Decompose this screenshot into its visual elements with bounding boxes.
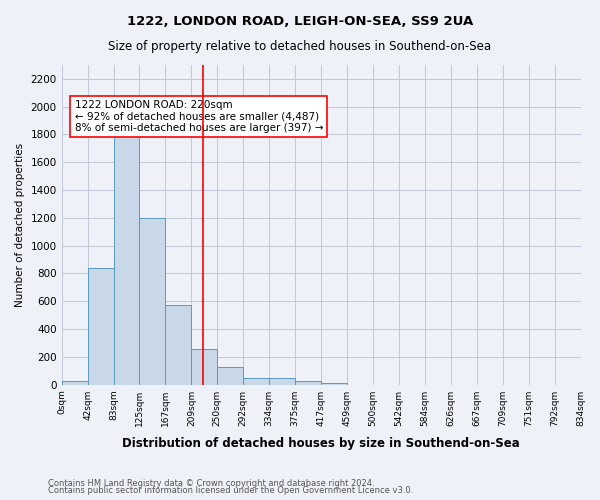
Text: Contains public sector information licensed under the Open Government Licence v3: Contains public sector information licen…: [48, 486, 413, 495]
Bar: [217, 366, 243, 384]
Text: Size of property relative to detached houses in Southend-on-Sea: Size of property relative to detached ho…: [109, 40, 491, 53]
X-axis label: Distribution of detached houses by size in Southend-on-Sea: Distribution of detached houses by size …: [122, 437, 520, 450]
Bar: [113, 134, 139, 384]
Bar: [166, 306, 191, 384]
Bar: [139, 218, 166, 384]
Bar: [62, 381, 88, 384]
Bar: [191, 348, 217, 384]
Bar: [269, 378, 295, 384]
Text: 1222 LONDON ROAD: 220sqm
← 92% of detached houses are smaller (4,487)
8% of semi: 1222 LONDON ROAD: 220sqm ← 92% of detach…: [74, 100, 323, 133]
Y-axis label: Number of detached properties: Number of detached properties: [15, 143, 25, 307]
Bar: [321, 382, 347, 384]
Bar: [243, 378, 269, 384]
Text: 1222, LONDON ROAD, LEIGH-ON-SEA, SS9 2UA: 1222, LONDON ROAD, LEIGH-ON-SEA, SS9 2UA: [127, 15, 473, 28]
Bar: [295, 381, 321, 384]
Bar: [88, 268, 113, 384]
Text: Contains HM Land Registry data © Crown copyright and database right 2024.: Contains HM Land Registry data © Crown c…: [48, 478, 374, 488]
